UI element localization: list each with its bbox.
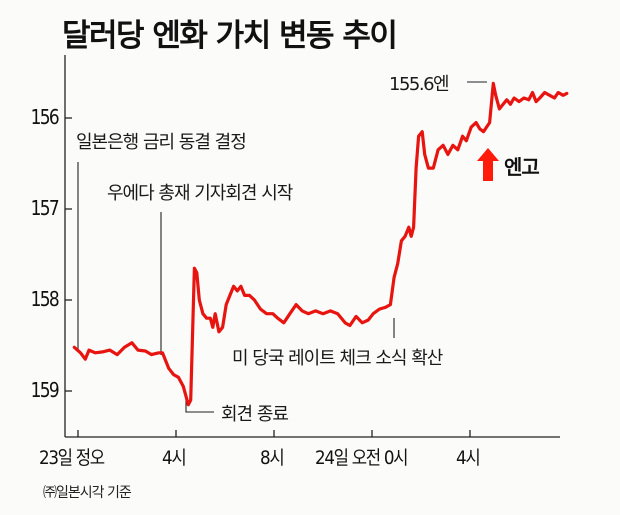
x-axis-ticks (77, 430, 471, 437)
footnote: ㈜일본시각 기준 (43, 485, 132, 501)
y-axis-ticks (65, 117, 72, 392)
x-tick-label: 24일 오전 0시 (315, 447, 409, 469)
annotation-ueda-press-start: 우에다 총재 기자회견 시작 (107, 183, 293, 204)
y-tick-label: 157 (30, 196, 60, 220)
ueda-end-leader-line (185, 398, 214, 413)
annotation-peak-value: 155.6엔 (389, 74, 450, 95)
chart-title: 달러당 엔화 가치 변동 추이 (62, 18, 398, 54)
y-tick-label: 158 (30, 287, 60, 311)
annotation-leaders (77, 81, 487, 413)
x-tick-label: 4시 (456, 447, 481, 469)
annotation-rate-check: 미 당국 레이트 체크 소식 확산 (232, 348, 443, 369)
x-tick-label: 8시 (260, 447, 285, 469)
annotation-boj-freeze: 일본은행 금리 동결 결정 (76, 132, 247, 153)
up-arrow-icon (477, 148, 499, 181)
yen-strength-text: 엔고 (504, 155, 540, 179)
y-tick-label: 159 (30, 378, 60, 402)
x-tick-label: 23일 정오 (39, 447, 105, 469)
y-tick-label: 156 (30, 105, 60, 129)
exchange-rate-line (72, 81, 569, 407)
yen-strength-label: 엔고 (478, 151, 540, 180)
annotation-press-end: 회견 종료 (221, 404, 289, 425)
x-tick-label: 4시 (162, 447, 187, 469)
